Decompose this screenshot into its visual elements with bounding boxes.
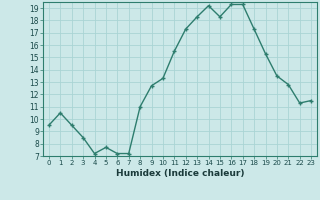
X-axis label: Humidex (Indice chaleur): Humidex (Indice chaleur) [116, 169, 244, 178]
